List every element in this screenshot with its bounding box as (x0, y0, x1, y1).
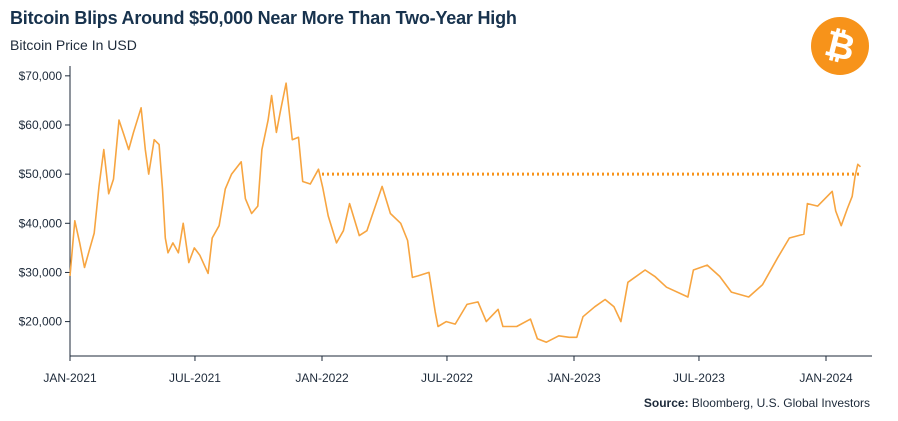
y-tick-label: $30,000 (19, 265, 63, 279)
bitcoin-logo-icon: ₿ (811, 17, 869, 75)
y-tick-label: $20,000 (19, 315, 63, 329)
x-tick-label: JUL-2023 (673, 371, 725, 385)
source-text: Bloomberg, U.S. Global Investors (691, 396, 870, 410)
y-tick-label: $40,000 (19, 216, 63, 230)
x-tick-label: JAN-2024 (799, 371, 853, 385)
price-series-line (69, 82, 862, 343)
source-note: Source: Bloomberg, U.S. Global Investors (644, 396, 870, 410)
source-label: Source: (643, 396, 689, 410)
chart-subtitle: Bitcoin Price In USD (10, 37, 137, 53)
y-tick-label: $60,000 (19, 118, 63, 132)
x-tick-label: JAN-2023 (547, 371, 601, 385)
y-tick-label: $70,000 (19, 69, 63, 83)
x-tick-label: JAN-2022 (295, 371, 349, 385)
x-tick-label: JUL-2022 (421, 371, 473, 385)
x-tick-label: JAN-2021 (43, 371, 97, 385)
y-tick-label: $50,000 (19, 167, 63, 181)
x-tick-label: JUL-2021 (169, 371, 221, 385)
chart-title: Bitcoin Blips Around $50,000 Near More T… (10, 8, 517, 28)
